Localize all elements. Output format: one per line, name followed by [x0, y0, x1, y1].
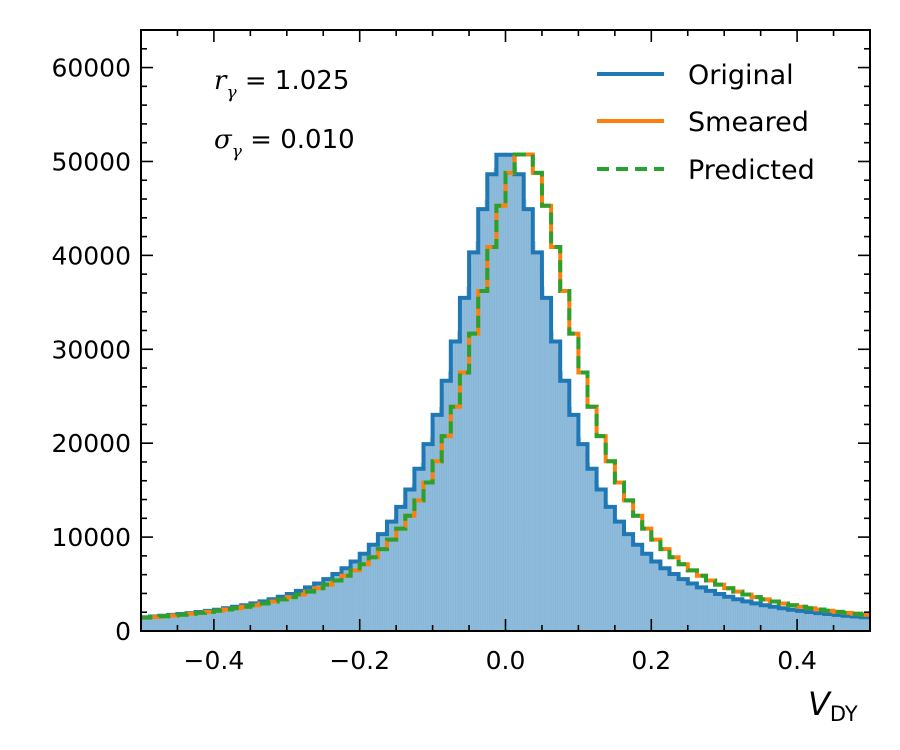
x-tick-label: 0.2: [631, 646, 671, 675]
fine-bin-lines: [142, 152, 871, 631]
plot-area: [141, 30, 871, 631]
x-tick-label: −0.4: [184, 646, 245, 675]
plot-frame: [140, 29, 871, 632]
legend: Original Smeared Predicted: [597, 60, 815, 186]
x-axis-label: VDY: [808, 685, 858, 726]
y-tick-label: 10000: [51, 523, 131, 552]
y-tick-label: 30000: [51, 335, 131, 364]
annotations: rγ = 1.025 σγ = 0.010: [214, 66, 355, 162]
legend-label-original: Original: [688, 60, 794, 91]
y-tick-label: 0: [115, 617, 131, 646]
y-tick-label: 20000: [51, 429, 131, 458]
legend-label-smeared: Smeared: [688, 107, 809, 138]
legend-label-predicted: Predicted: [688, 155, 815, 186]
x-tick-label: −0.2: [329, 646, 390, 675]
x-tick-label: 0.0: [486, 646, 526, 675]
y-tick-label: 50000: [51, 147, 131, 176]
annotation-r-gamma: rγ = 1.025: [214, 66, 349, 103]
x-tick-label: 0.4: [777, 646, 817, 675]
y-tick-label: 60000: [51, 54, 131, 83]
axis-tick-labels: −0.4 −0.2 0.0 0.2 0.4 0 10000 20000 30000 40000 50…: [51, 54, 817, 675]
series-original-line: [141, 152, 870, 620]
series-predicted-line: [141, 152, 870, 620]
annotation-sigma-gamma: σγ = 0.010: [214, 125, 355, 162]
y-tick-label: 40000: [51, 241, 131, 270]
